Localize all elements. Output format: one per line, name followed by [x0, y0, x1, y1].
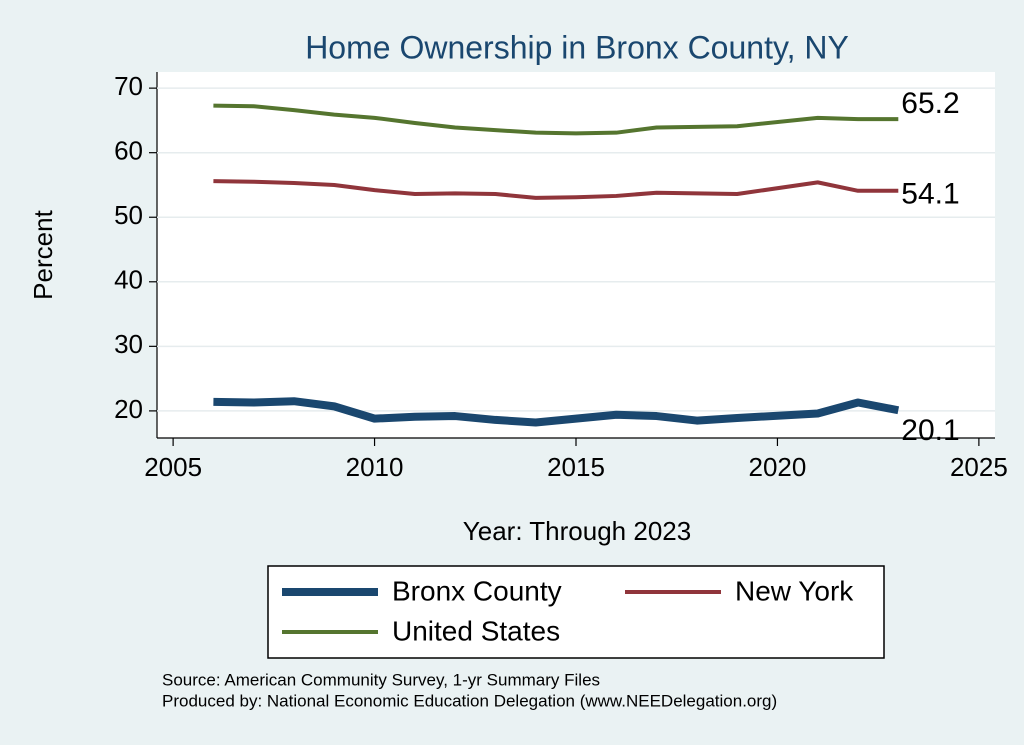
end-label: 54.1 — [901, 178, 959, 211]
end-label: 65.2 — [901, 87, 959, 120]
legend-label: United States — [392, 615, 560, 646]
x-tick-label: 2010 — [346, 452, 404, 482]
series-line — [213, 397, 900, 427]
x-tick-label: 2025 — [950, 452, 1008, 482]
y-tick-label: 20 — [114, 394, 143, 424]
x-tick-label: 2005 — [144, 452, 202, 482]
y-tick-label: 40 — [114, 265, 143, 295]
y-axis-title: Percent — [28, 209, 58, 299]
produced-note: Produced by: National Economic Education… — [162, 691, 777, 710]
source-note: Source: American Community Survey, 1-yr … — [162, 670, 600, 689]
series-line — [213, 179, 899, 200]
y-tick-label: 70 — [114, 71, 143, 101]
x-tick-label: 2020 — [749, 452, 807, 482]
end-label: 20.1 — [901, 414, 959, 447]
y-tick-label: 60 — [114, 136, 143, 166]
chart-title: Home Ownership in Bronx County, NY — [305, 29, 849, 65]
legend — [267, 565, 885, 659]
x-axis-title: Year: Through 2023 — [463, 516, 691, 546]
legend-label: New York — [735, 575, 854, 606]
plot-area — [157, 72, 995, 438]
legend-label: Bronx County — [392, 575, 562, 606]
y-tick-label: 50 — [114, 200, 143, 230]
y-tick-label: 30 — [114, 329, 143, 359]
series-line — [213, 103, 899, 136]
x-tick-label: 2015 — [547, 452, 605, 482]
